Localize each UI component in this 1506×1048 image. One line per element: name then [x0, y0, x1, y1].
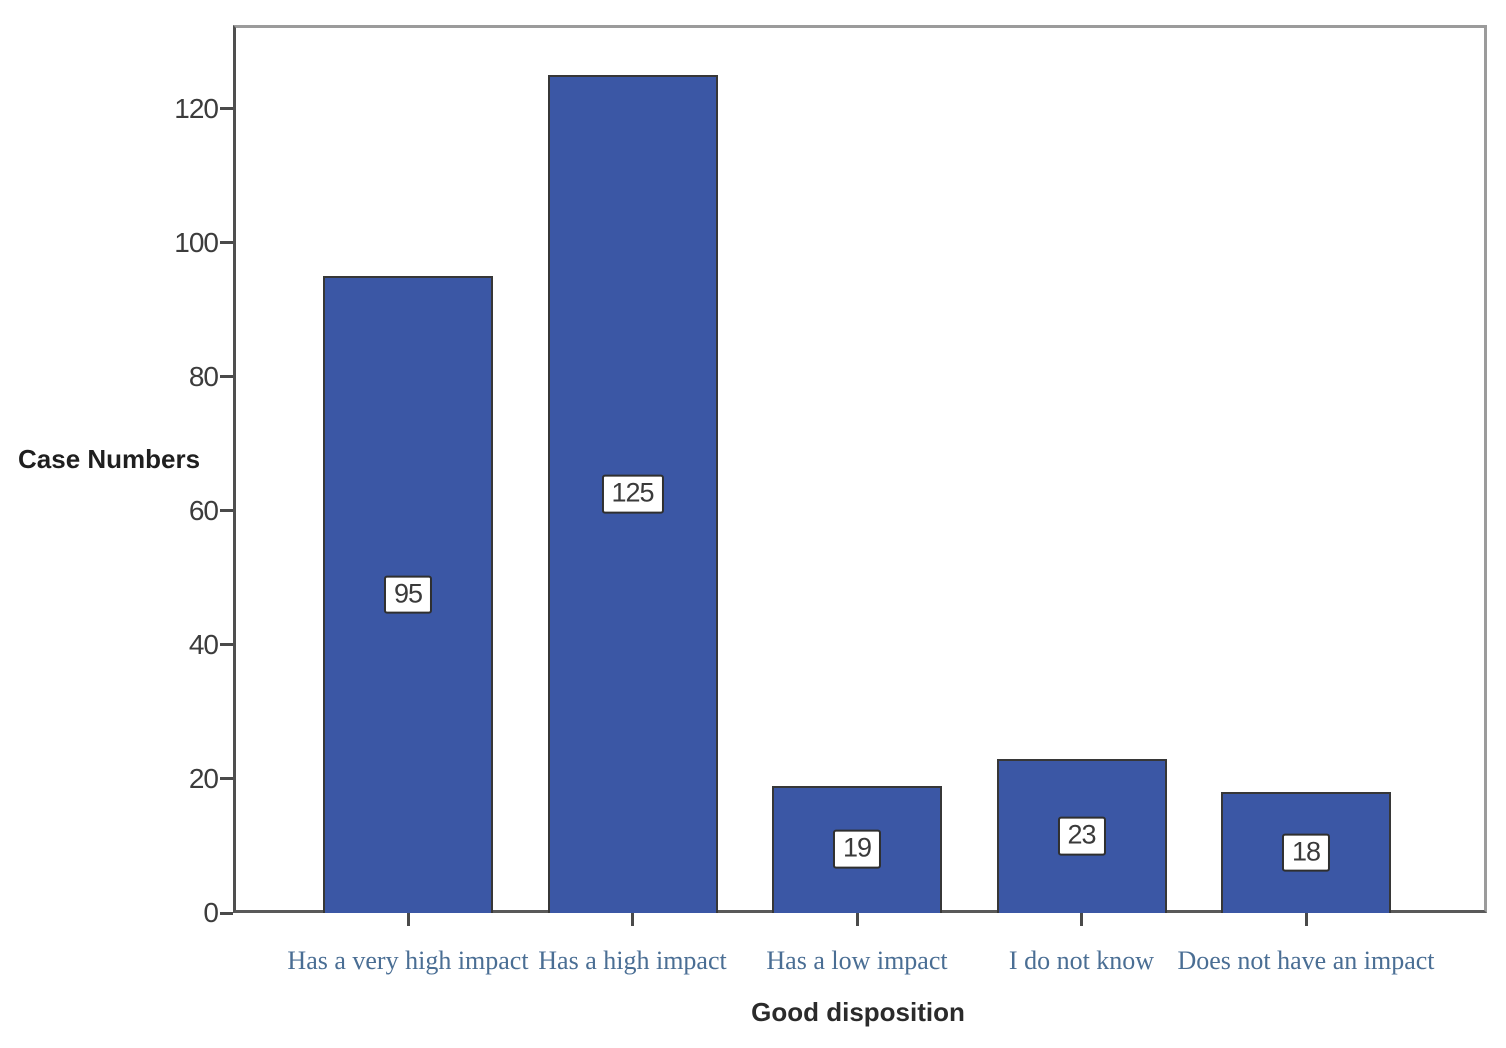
y-axis-tick: [220, 107, 233, 111]
y-axis-tick-label: 60: [188, 494, 219, 526]
y-axis-tick-label: 0: [203, 897, 219, 928]
bar-value-label: 18: [1281, 833, 1331, 873]
y-axis-tick: [220, 241, 233, 245]
y-axis-tick: [220, 375, 233, 379]
x-category-label: I do not know: [1008, 946, 1155, 975]
x-category-label: Has a high impact: [538, 946, 727, 975]
y-axis-tick: [220, 509, 233, 513]
bar-value-label: 95: [383, 575, 433, 614]
x-axis-tick: [855, 913, 859, 926]
y-axis-tick-label: 20: [188, 762, 219, 794]
x-axis-tick: [1080, 913, 1083, 926]
y-axis-tick-label: 40: [188, 628, 219, 660]
y-axis-title: Case Numbers: [18, 444, 201, 474]
y-axis-tick-label: 120: [174, 92, 219, 124]
x-axis-title: Good disposition: [751, 997, 965, 1027]
x-axis-tick: [631, 913, 634, 926]
bar-value-label: 125: [601, 474, 664, 514]
y-axis-tick: [220, 777, 233, 781]
y-axis-tick: [220, 643, 233, 647]
y-axis-tick-label: 100: [174, 226, 219, 258]
x-category-label: Does not have an impact: [1177, 946, 1435, 975]
y-axis-tick: [220, 911, 233, 915]
x-category-label: Has a very high impact: [287, 946, 529, 975]
y-axis-tick-label: 80: [188, 360, 219, 392]
bar: [323, 276, 493, 913]
x-category-label: Has a low impact: [766, 946, 948, 975]
x-axis-tick: [1304, 913, 1308, 926]
bar: [547, 75, 718, 913]
x-axis-tick: [406, 913, 410, 926]
bar-value-label: 19: [832, 829, 882, 869]
bar-value-label: 23: [1057, 816, 1106, 856]
